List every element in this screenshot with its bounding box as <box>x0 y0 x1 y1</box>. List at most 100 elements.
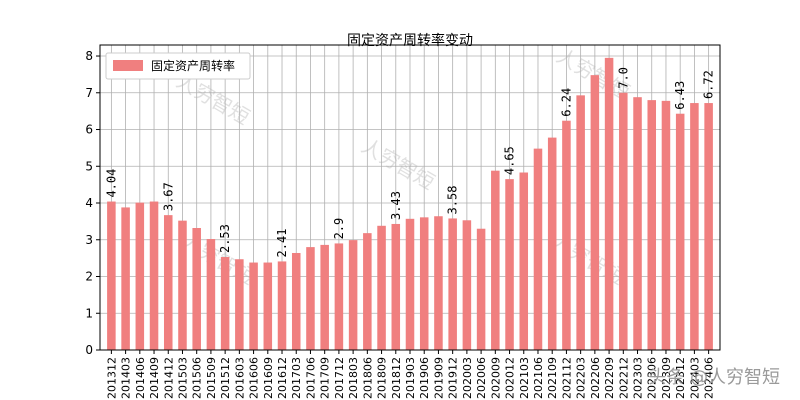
x-tick-label: 202209 <box>603 357 616 399</box>
y-tick-label: 2 <box>85 270 93 284</box>
data-label: 2.53 <box>218 224 232 253</box>
bar <box>405 218 415 350</box>
x-tick-label: 202312 <box>674 357 687 399</box>
x-tick-label: 201806 <box>361 357 374 399</box>
data-label: 3.58 <box>446 186 460 215</box>
x-tick-label: 202003 <box>461 357 474 399</box>
x-tick-label: 201906 <box>418 357 431 399</box>
x-tick-label: 201612 <box>276 357 289 399</box>
bar <box>562 120 571 350</box>
bar <box>206 239 216 350</box>
x-tick-label: 201703 <box>290 357 303 399</box>
bar <box>277 261 287 350</box>
x-tick-label: 201609 <box>262 357 275 399</box>
x-tick-label: 201603 <box>233 357 246 399</box>
bar <box>107 201 116 350</box>
bar <box>192 228 201 350</box>
x-tick-label: 202206 <box>589 357 602 399</box>
x-tick-label: 201909 <box>432 357 445 399</box>
x-tick-label: 201512 <box>219 357 232 399</box>
x-tick-label: 202106 <box>532 357 545 399</box>
x-tick-label: 201312 <box>105 357 118 399</box>
bar <box>448 218 457 350</box>
y-tick-label: 5 <box>85 159 93 173</box>
bar <box>533 148 543 350</box>
x-tick-label: 201709 <box>319 357 332 399</box>
bar <box>675 113 685 351</box>
bar <box>476 228 486 350</box>
x-tick-label: 201809 <box>376 357 389 399</box>
x-tick-label: 201406 <box>134 357 147 399</box>
x-tick-label: 202203 <box>575 357 588 399</box>
x-tick-label: 202012 <box>504 357 517 399</box>
legend: 固定资产周转率 <box>105 52 251 80</box>
bar <box>604 57 614 350</box>
y-tick-label: 1 <box>85 306 93 320</box>
data-labels: 4.04 3.67 2.53 2.41 2.9 3.43 3.58 4.65 6.24 7.0 6.… <box>104 67 715 257</box>
bar <box>619 92 628 350</box>
data-label: 6.43 <box>673 81 687 110</box>
chart-title: 固定资产周转率变动 <box>347 32 473 49</box>
bars <box>107 57 713 351</box>
x-tick-label: 201503 <box>176 357 189 399</box>
x-tick-label: 202303 <box>632 357 645 399</box>
bar <box>306 247 315 350</box>
y-axis: 0 1 2 3 4 5 6 7 8 <box>85 49 100 357</box>
bar <box>121 207 130 350</box>
bar <box>334 243 344 350</box>
x-tick-label: 202406 <box>703 357 716 399</box>
x-axis: 201312 201403 201406 201409 201412 201503 2015… <box>105 350 716 399</box>
x-tick-label: 202109 <box>546 357 559 399</box>
bar <box>519 172 529 350</box>
x-tick-label: 201409 <box>148 357 161 399</box>
x-tick-label: 202309 <box>660 357 673 399</box>
bar <box>647 100 657 350</box>
y-tick-label: 7 <box>85 86 93 100</box>
x-tick-label: 202403 <box>688 357 701 399</box>
bar <box>149 201 159 350</box>
bar <box>633 97 642 350</box>
bar <box>576 95 585 350</box>
x-tick-label: 201606 <box>248 357 261 399</box>
data-label: 3.67 <box>161 182 175 211</box>
data-label: 6.24 <box>559 88 573 117</box>
bar <box>220 257 230 350</box>
bar <box>135 202 145 350</box>
bar <box>704 103 713 350</box>
bar <box>363 233 372 350</box>
y-tick-label: 0 <box>85 343 93 357</box>
bar <box>505 179 514 350</box>
bar <box>590 75 600 350</box>
x-tick-label: 201706 <box>304 357 317 399</box>
legend-label: 固定资产周转率 <box>151 58 235 73</box>
y-tick-label: 3 <box>85 233 93 247</box>
watermark-text: 人穷智短 <box>358 134 439 195</box>
bar <box>462 220 472 350</box>
bar <box>491 170 500 350</box>
bar <box>391 223 401 350</box>
bar <box>690 103 699 350</box>
y-tick-label: 6 <box>85 123 93 137</box>
bar <box>348 240 358 350</box>
data-label: 4.04 <box>104 169 118 198</box>
bar <box>434 216 443 350</box>
x-tick-label: 202112 <box>560 357 573 399</box>
legend-box <box>105 52 251 80</box>
legend-swatch <box>113 60 143 71</box>
watermark-text: 人穷智短 <box>548 229 629 290</box>
x-tick-label: 201812 <box>390 357 403 399</box>
x-tick-label: 202306 <box>646 357 659 399</box>
x-tick-label: 201509 <box>205 357 218 399</box>
x-tick-label: 201506 <box>191 357 204 399</box>
bar <box>263 262 273 350</box>
y-tick-label: 8 <box>85 49 93 63</box>
x-tick-label: 201403 <box>120 357 133 399</box>
data-label: 3.43 <box>389 191 403 220</box>
data-label: 4.65 <box>503 146 517 175</box>
bar <box>377 225 386 350</box>
watermark-credit: 头条 @人穷智短 <box>648 367 780 388</box>
bar <box>235 259 244 350</box>
x-tick-label: 201412 <box>162 357 175 399</box>
y-tick-label: 4 <box>85 196 93 210</box>
